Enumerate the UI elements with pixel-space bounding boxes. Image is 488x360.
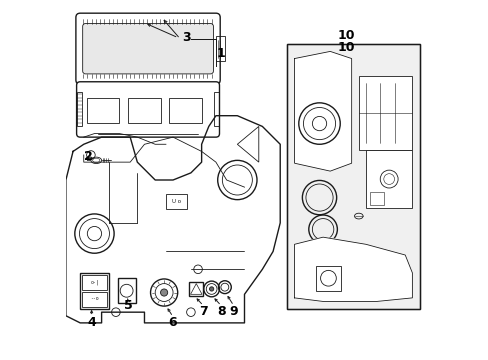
Bar: [287, 44, 419, 309]
Bar: [169, 98, 201, 123]
Bar: [87, 98, 119, 123]
Text: 10: 10: [337, 41, 354, 54]
Text: 5: 5: [124, 299, 133, 312]
Text: 9: 9: [229, 305, 238, 318]
Circle shape: [160, 289, 167, 296]
Text: o-|: o-|: [90, 279, 99, 284]
Bar: [82, 292, 107, 307]
Bar: [189, 282, 203, 296]
Text: 1: 1: [217, 47, 225, 60]
Text: 2: 2: [83, 150, 92, 163]
Text: 7: 7: [199, 305, 207, 318]
Bar: [214, 93, 219, 126]
Polygon shape: [237, 126, 258, 162]
Polygon shape: [294, 237, 411, 301]
Text: 10: 10: [337, 29, 354, 42]
Text: 4: 4: [87, 316, 96, 329]
FancyBboxPatch shape: [77, 82, 219, 137]
Polygon shape: [66, 116, 280, 323]
Text: 6: 6: [168, 316, 177, 329]
Circle shape: [209, 287, 213, 291]
Bar: [165, 194, 187, 208]
Text: 3: 3: [182, 31, 190, 44]
Text: --o: --o: [90, 296, 99, 301]
FancyBboxPatch shape: [76, 13, 220, 84]
Bar: [82, 275, 107, 290]
Bar: [287, 44, 419, 309]
Text: 8: 8: [217, 305, 225, 318]
Bar: [358, 76, 411, 150]
Bar: [315, 266, 340, 291]
Bar: [365, 150, 411, 208]
FancyBboxPatch shape: [82, 23, 213, 74]
Bar: [369, 192, 383, 204]
Polygon shape: [294, 51, 351, 171]
Bar: [80, 273, 108, 309]
Bar: [128, 98, 160, 123]
Bar: [118, 278, 135, 303]
Bar: [216, 36, 224, 61]
Bar: [77, 93, 82, 126]
Text: U o: U o: [172, 199, 181, 204]
